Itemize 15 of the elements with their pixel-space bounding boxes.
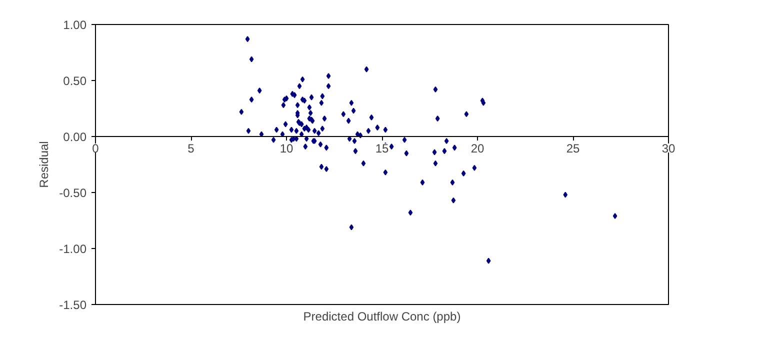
y-tick-label: -0.50 xyxy=(59,186,87,200)
y-axis-title: Residual xyxy=(37,141,52,188)
x-axis-title: Predicted Outflow Conc (ppb) xyxy=(303,310,461,324)
x-tick-label: 5 xyxy=(188,142,195,156)
y-tick-label: 1.00 xyxy=(63,18,87,32)
y-tick-label: 0.50 xyxy=(63,74,87,88)
y-tick-label: -1.50 xyxy=(59,298,87,312)
x-tick-label: 0 xyxy=(92,142,100,156)
x-tick-label: 25 xyxy=(566,142,580,156)
x-tick-label: 30 xyxy=(662,142,676,156)
y-tick-label: 0.00 xyxy=(63,130,87,144)
x-tick-label: 15 xyxy=(375,142,389,156)
x-tick-label: 10 xyxy=(280,142,294,156)
y-tick-label: -1.00 xyxy=(59,242,87,256)
x-tick-label: 20 xyxy=(470,142,484,156)
